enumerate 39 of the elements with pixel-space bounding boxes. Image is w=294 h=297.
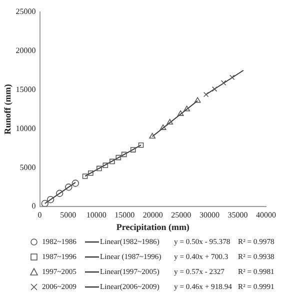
point — [41, 200, 48, 207]
point — [72, 180, 80, 187]
point — [88, 170, 94, 176]
point — [220, 80, 226, 86]
point — [130, 147, 136, 152]
x-tick-label: 0 — [38, 210, 42, 220]
x-tick-label: 30000 — [199, 210, 220, 220]
y-tick-label: 10000 — [16, 124, 36, 133]
x-axis-title: Precipitation (mm) — [116, 222, 190, 232]
y-tick-label: 20000 — [16, 46, 36, 56]
x-tick-label: 25000 — [171, 210, 192, 220]
x-tick-label: 35000 — [228, 210, 248, 220]
x-tick-label: 5000 — [60, 210, 76, 220]
point — [229, 74, 235, 80]
point — [56, 190, 64, 197]
y-tick-label: 0 — [32, 202, 36, 211]
x-tick-label: 20000 — [142, 210, 163, 220]
point — [138, 142, 144, 148]
point — [110, 158, 115, 164]
point — [166, 118, 174, 125]
point — [65, 184, 72, 191]
point — [194, 97, 201, 103]
x-tick-label: 40000 — [256, 210, 276, 220]
point — [160, 124, 166, 130]
point — [102, 162, 108, 168]
y-tick-label: 5000 — [20, 162, 36, 172]
point — [149, 132, 156, 139]
y-axis-title: Runoff (mm) — [2, 84, 13, 134]
y-tick-label: 25000 — [16, 7, 36, 16]
point — [116, 154, 122, 160]
point — [46, 196, 54, 204]
x-tick-label: 15000 — [114, 210, 135, 220]
point — [177, 110, 184, 116]
point — [96, 166, 102, 172]
point — [184, 106, 190, 112]
x-tick-label: 10000 — [86, 210, 106, 220]
y-tick-label: 15000 — [16, 84, 36, 94]
point — [121, 152, 127, 158]
point — [82, 174, 88, 179]
